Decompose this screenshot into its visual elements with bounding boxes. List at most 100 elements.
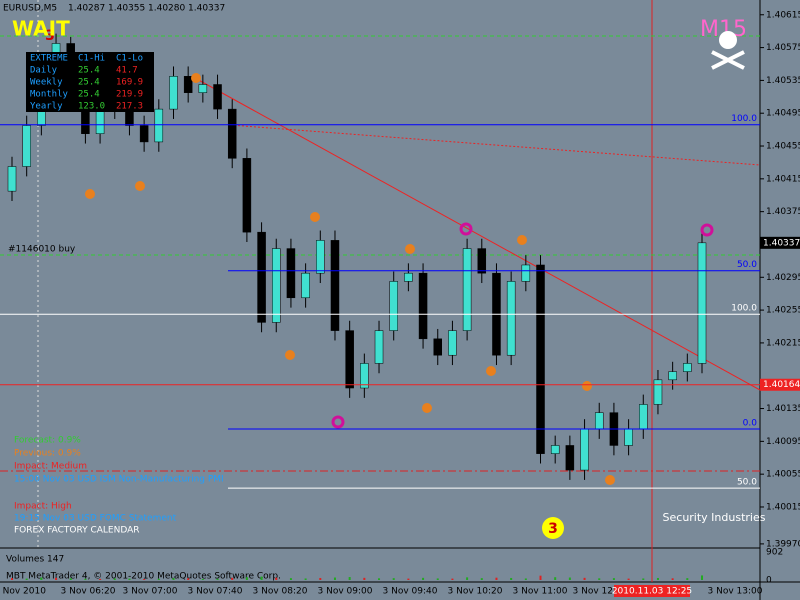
table-header: C1-Hi [78,54,105,64]
trend-line [194,77,761,391]
fractals [85,73,615,485]
candle-body [316,240,325,274]
candle-body [521,264,531,282]
candle-body [404,272,413,282]
candle-body [683,363,692,372]
table-cell: 219.9 [116,90,143,100]
wave-label: 3 [45,28,55,44]
candle-body [374,330,384,364]
cursor-time: 2010.11.03 12:25 [612,587,692,597]
y-tick-label: 1.40295 [766,273,800,283]
pivot [700,223,714,237]
table-cell: Daily [30,66,58,76]
price-tag-label: 1.40337 [763,238,800,248]
table-header: C1-Lo [116,54,143,64]
trade-label: #1146010 buy [8,245,76,255]
time-label: 3 Nov 09:00 [318,587,373,597]
table-cell: 25.4 [78,90,100,100]
candle-body [536,264,545,454]
news-source: FOREX FACTORY CALENDAR [14,526,140,536]
y-tick-label: 1.40095 [766,437,800,447]
candle-body [95,108,105,134]
fractal [605,475,615,485]
copyright: MBT MetaTrader 4, © 2001-2010 MetaQuotes… [6,572,281,582]
candle-body [257,231,266,323]
y-tick-label: 1.40255 [766,306,800,316]
candle-body [272,248,281,323]
candle-body [301,272,310,299]
candle-body [198,84,208,93]
candle-body [697,242,707,364]
wave-marker [542,517,564,539]
candle-body [183,76,193,93]
logo: Security Industries [663,511,766,524]
candle-body [506,281,516,356]
candle-body [653,379,663,405]
extreme-table: EXTREME C1-Hi C1-Lo Daily 25.4 41.7 Weekly 25.4… [26,52,154,112]
news-event: 15:00 Nov 03 USD ISM Non-Manufacturing P… [14,475,224,485]
table-cell: 169.9 [116,78,143,88]
fractal [191,73,201,83]
candle-body [639,404,648,430]
fractal [310,212,320,222]
candle-body [139,125,149,143]
level-label: 50.0 [737,260,757,270]
candle-body [580,428,589,471]
y-tick-label: 1.40615 [766,10,800,20]
y-tick-label: 1.40375 [766,207,800,217]
table-cell: 41.7 [116,66,138,76]
ohlc: 1.40287 [68,4,105,14]
volume-label: Volumes 147 [6,555,64,565]
time-label: 3 Nov 11:00 [513,587,568,597]
candle-body [477,248,487,274]
candle-body [389,281,398,331]
level-label: 0.0 [743,419,758,429]
pivots [331,222,714,429]
y-tick-label: 1.40575 [766,43,800,53]
ohlc: 1.40355 [108,4,145,14]
candle-body [345,330,354,389]
y-tick-label: 1.40055 [766,470,800,480]
candle-body [227,108,237,159]
time-label: 3 Nov 08:20 [253,587,308,597]
candle-body [550,445,560,454]
table-cell: Yearly [30,102,63,112]
candle-body [433,338,442,356]
time-label: 3 Nov 2010 [0,587,46,597]
candle-body [360,363,369,389]
y-tick-label: 1.40015 [766,502,800,512]
skull-icon [711,31,745,70]
signal: WAIT [12,17,70,41]
price-tag-label: 1.40164 [763,380,800,390]
price-tag [760,236,800,249]
candle-body [668,371,677,381]
fractal [85,189,95,199]
table-cell: 25.4 [78,66,100,76]
news-impact: Impact: Medium [14,462,87,472]
time-label: 3 Nov 12:25 [573,587,628,597]
table-cell: 25.4 [78,78,100,88]
y-tick-label: 1.40135 [766,404,800,414]
news-impact: Impact: High [14,502,72,512]
y-tick-label: 1.40495 [766,109,800,119]
y-tick-label: 1.39970 [766,539,800,549]
time-label: 3 Nov 09:40 [383,587,438,597]
fractal [486,366,496,376]
table-bg [26,52,154,112]
candle-body [418,272,428,340]
pivot [331,415,345,429]
fractal [405,244,415,254]
price-tag [760,378,800,391]
wave-label: 3 [548,521,558,537]
candle-body [213,84,222,110]
time-label: 3 Nov 07:00 [123,587,178,597]
y-tick-label: 1.40535 [766,76,800,86]
news-forecast: Forecast: 0.9% [14,436,81,446]
candle-body [242,158,252,233]
y-tick-label: 1.40215 [766,338,800,348]
cursor-time-bg [614,585,690,597]
time-label: 3 Nov 10:20 [448,587,503,597]
y-tick-label: 1.40415 [766,174,800,184]
